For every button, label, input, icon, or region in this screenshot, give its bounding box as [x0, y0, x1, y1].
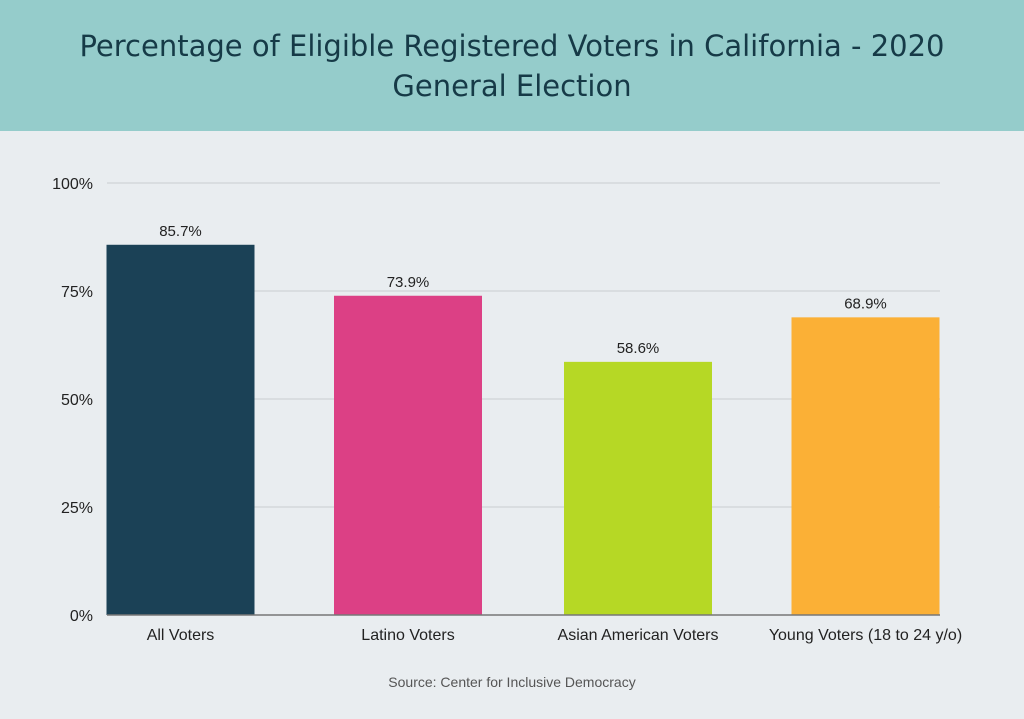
source-note: Source: Center for Inclusive Democracy	[388, 674, 636, 690]
bar-3	[791, 317, 940, 615]
data-label: 58.6%	[617, 340, 660, 357]
y-tick-label: 75%	[61, 284, 93, 301]
data-label: 73.9%	[387, 274, 430, 291]
bar-0	[106, 244, 255, 615]
data-label: 68.9%	[844, 295, 887, 312]
y-tick-label: 25%	[61, 500, 93, 517]
chart-title: Percentage of Eligible Registered Voters…	[79, 28, 945, 103]
title-banner: Percentage of Eligible Registered Voters…	[0, 0, 1024, 131]
x-tick-label: All Voters	[147, 627, 215, 644]
bar-2	[564, 361, 712, 615]
x-tick-label: Latino Voters	[361, 627, 454, 644]
x-tick-label: Asian American Voters	[558, 627, 719, 644]
y-tick-label: 100%	[52, 176, 93, 193]
y-tick-label: 50%	[61, 392, 93, 409]
x-tick-label: Young Voters (18 to 24 y/o)	[769, 627, 962, 644]
y-tick-label: 0%	[70, 608, 93, 625]
bar-1	[334, 295, 482, 615]
data-label: 85.7%	[159, 223, 202, 240]
